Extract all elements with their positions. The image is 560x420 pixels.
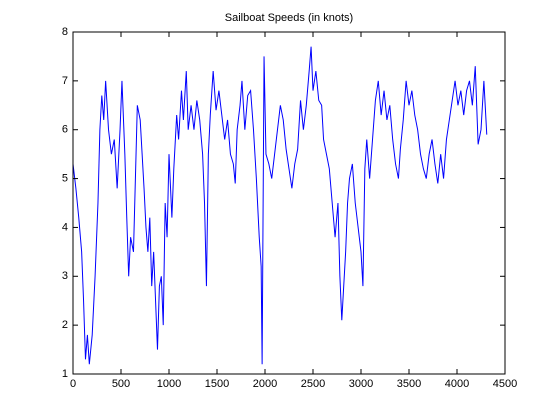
y-tick-label: 2 bbox=[62, 319, 68, 331]
x-tick-label: 4000 bbox=[445, 378, 469, 390]
plot-area bbox=[73, 32, 505, 374]
axes-box bbox=[72, 31, 506, 375]
chart-title: Sailboat Speeds (in knots) bbox=[225, 12, 353, 24]
y-tick-label: 3 bbox=[62, 270, 68, 282]
x-tick-label: 3000 bbox=[349, 378, 373, 390]
x-tick-label: 1000 bbox=[157, 378, 181, 390]
data-line bbox=[72, 46, 488, 365]
x-tick-label: 0 bbox=[70, 378, 76, 390]
y-tick-label: 8 bbox=[62, 26, 68, 38]
y-tick-label: 7 bbox=[62, 75, 68, 87]
y-tick-label: 1 bbox=[62, 368, 68, 380]
y-tick-label: 5 bbox=[62, 172, 68, 184]
x-tick-label: 2500 bbox=[301, 378, 325, 390]
x-tick-label: 3500 bbox=[397, 378, 421, 390]
x-tick-label: 500 bbox=[112, 378, 130, 390]
x-tick-label: 1500 bbox=[205, 378, 229, 390]
x-tick-label: 4500 bbox=[493, 378, 517, 390]
x-tick-label: 2000 bbox=[253, 378, 277, 390]
y-tick-label: 4 bbox=[62, 221, 68, 233]
y-tick-label: 6 bbox=[62, 124, 68, 136]
